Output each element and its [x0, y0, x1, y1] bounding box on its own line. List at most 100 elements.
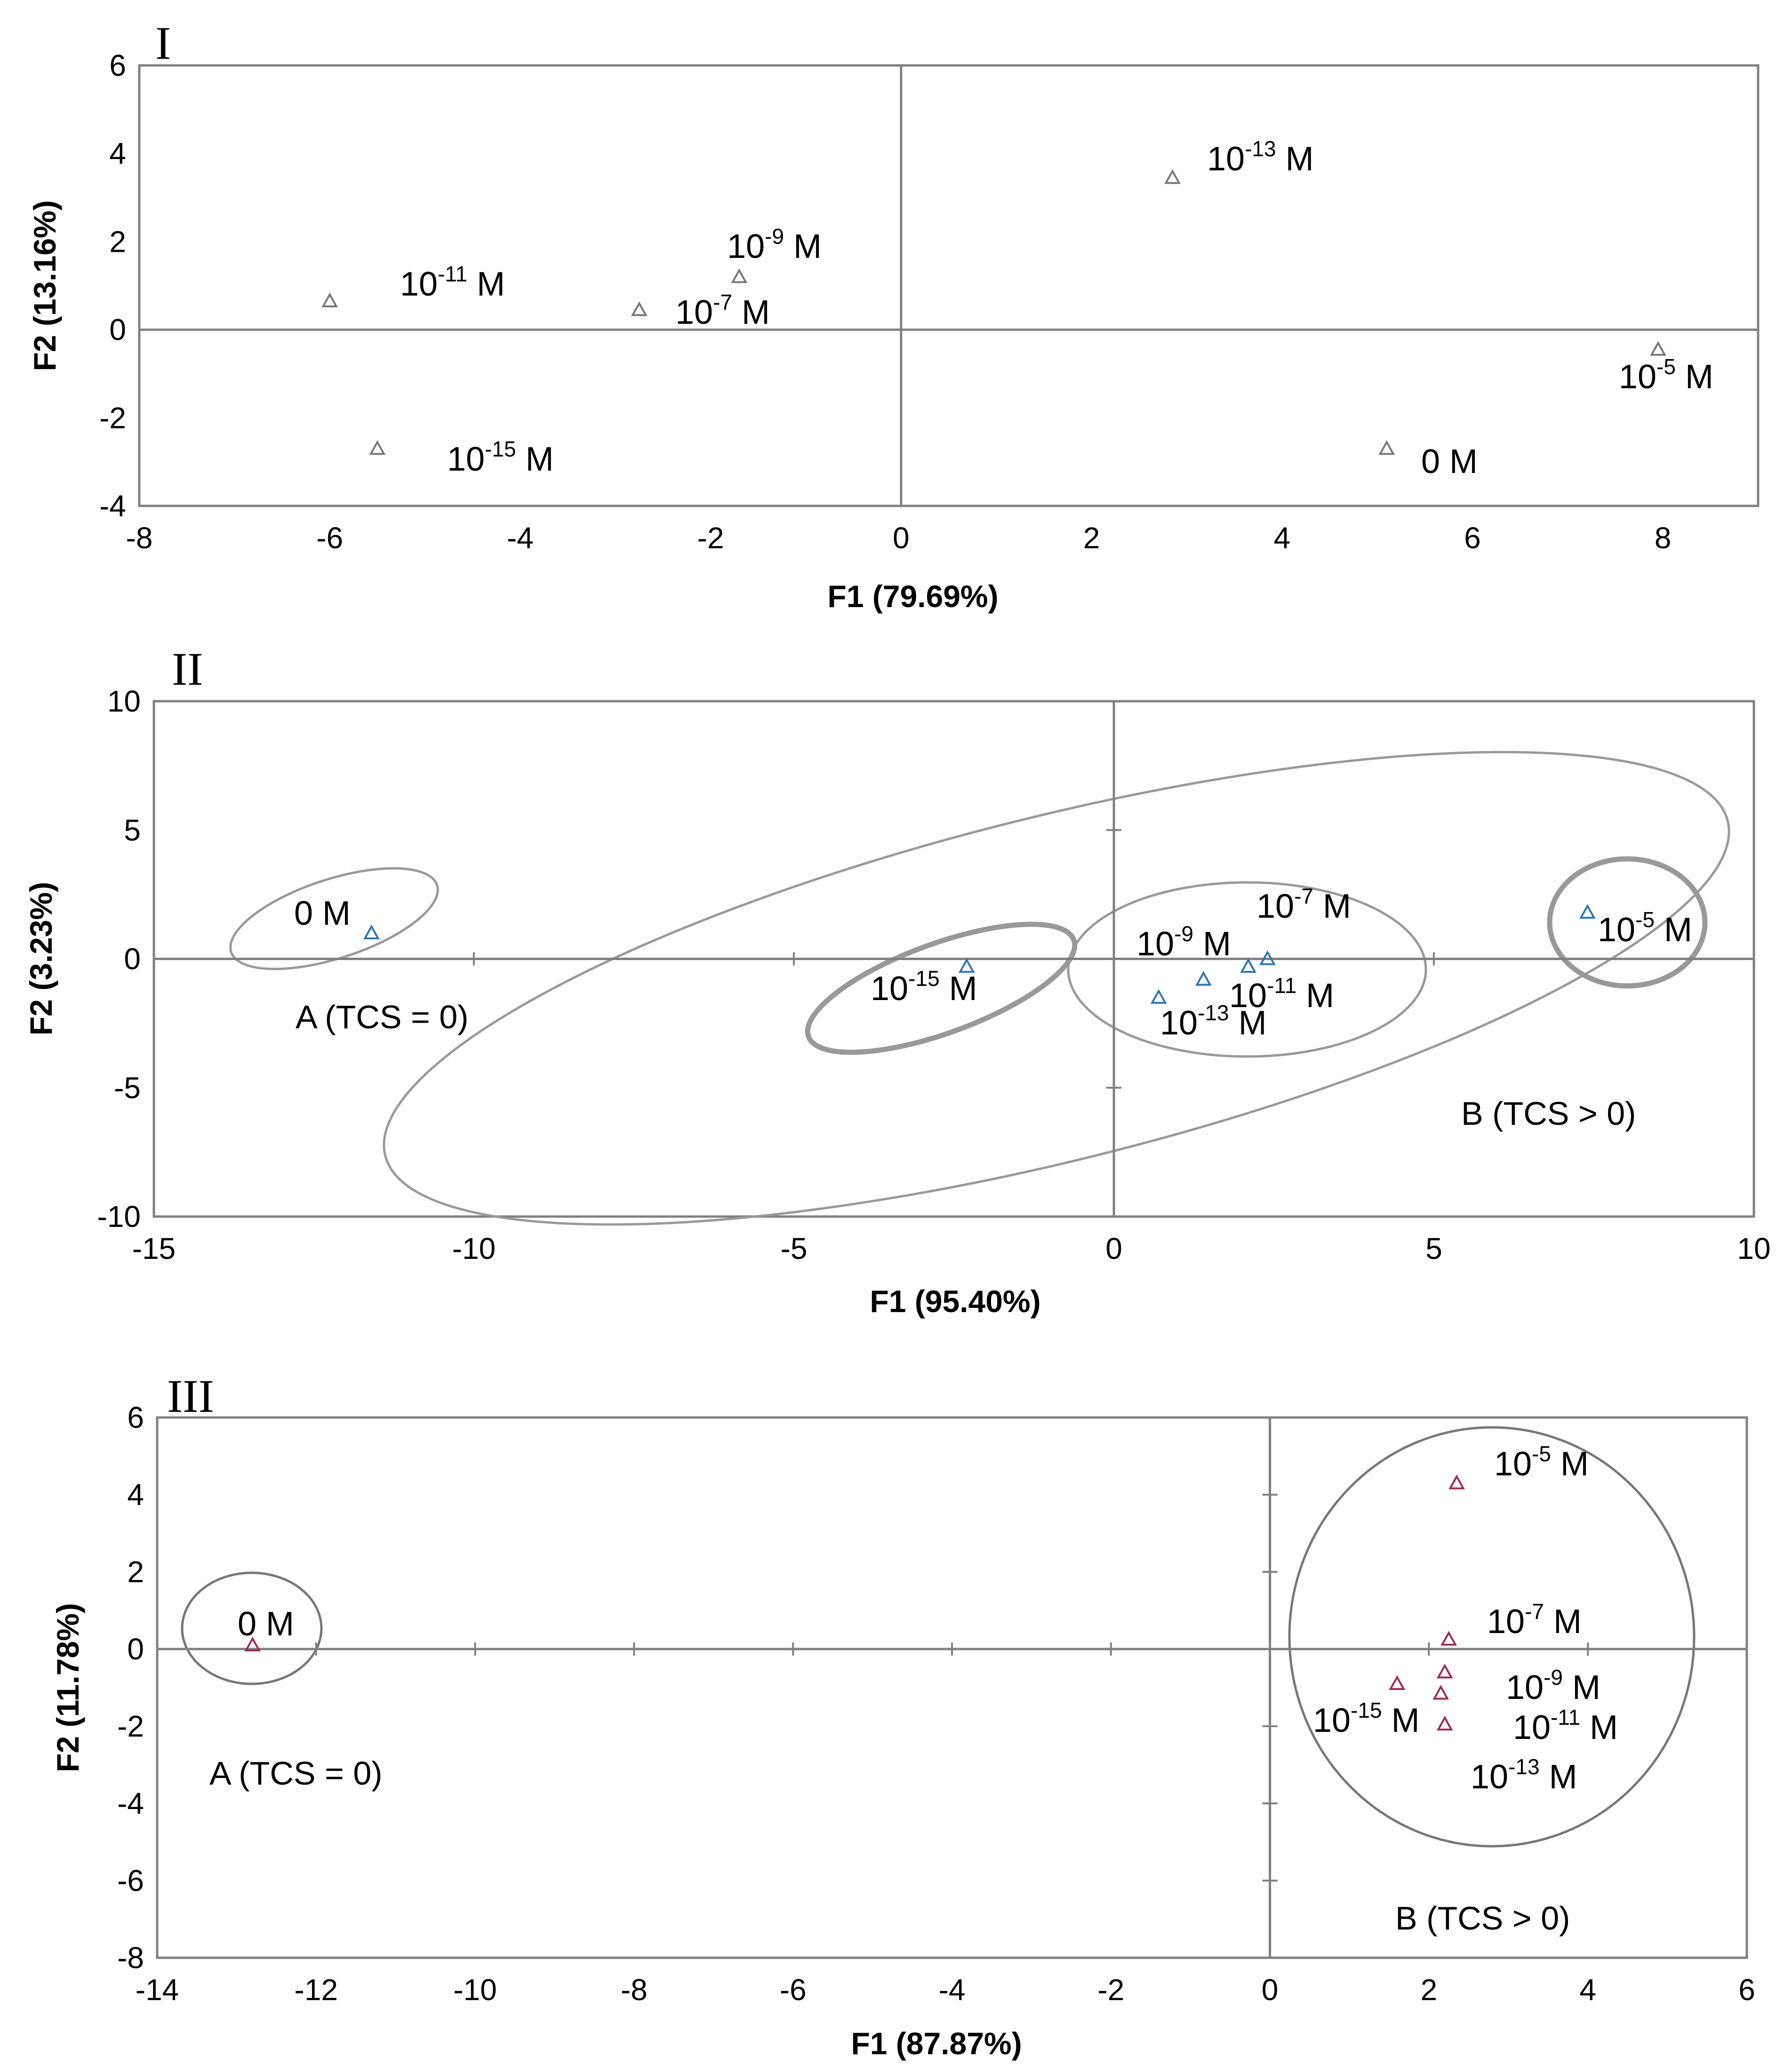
panel-ii-id: II	[172, 643, 203, 695]
panel-ii-cluster-ellipses	[229, 751, 1730, 1226]
x-tick-label: -14	[136, 1973, 179, 2007]
data-point-marker	[1240, 958, 1256, 973]
cluster-ellipse-mid-dose	[1067, 881, 1427, 1058]
y-tick-label: 0	[109, 313, 126, 347]
data-point-marker	[1436, 1664, 1453, 1679]
cluster-ellipse-a	[181, 1571, 323, 1685]
x-tick-label: 5	[1425, 1232, 1442, 1265]
point-label: 10-15 M	[1313, 1698, 1420, 1739]
y-tick-label: 4	[109, 136, 126, 170]
y-tick-label: 6	[109, 48, 126, 82]
panel-iii-id: III	[167, 1370, 214, 1422]
panel-i-x-axis-title: F1 (79.69%)	[827, 579, 998, 614]
panel-iii-ticks	[157, 1417, 1747, 1958]
point-label: 10-15 M	[447, 437, 554, 478]
point-label: 10-11 M	[1229, 973, 1334, 1015]
panel-ii-ticks	[154, 701, 1754, 1217]
cluster-ellipse-low-dose	[805, 921, 1078, 1055]
point-label: 0 M	[238, 1605, 294, 1643]
data-point-marker	[244, 1636, 261, 1651]
panel-iii-point-labels: 0 M 10-5 M 10-7 M 10-9 M 10-11 M 10-15 M…	[238, 1441, 1618, 1796]
y-tick-label: 4	[127, 1478, 144, 1512]
y-tick-label: -10	[97, 1200, 141, 1233]
x-tick-label: -10	[452, 1232, 496, 1265]
data-point-marker	[369, 440, 386, 455]
data-point-marker	[1432, 1685, 1449, 1700]
y-tick-label: 5	[124, 813, 141, 847]
y-tick-label: -5	[114, 1071, 141, 1105]
data-point-marker	[1448, 1474, 1465, 1489]
x-tick-label: -2	[697, 521, 724, 555]
y-tick-label: 10	[107, 684, 141, 718]
point-label: 0 M	[294, 895, 351, 932]
point-label: 10-5 M	[1598, 907, 1692, 949]
x-tick-label: 2	[1083, 521, 1100, 555]
x-tick-label: 6	[1738, 1973, 1755, 2007]
y-tick-label: 6	[127, 1401, 144, 1434]
panel-i-frame	[138, 64, 1760, 507]
panel-ii-x-axis-title: F1 (95.40%)	[870, 1284, 1040, 1319]
point-label: 10-13 M	[1207, 136, 1314, 178]
group-label-a: A (TCS = 0)	[296, 999, 469, 1035]
panel-iii-x-axis-title: F1 (87.87%)	[851, 2026, 1022, 2061]
x-tick-label: -2	[1097, 1973, 1124, 2007]
point-label: 10-9 M	[1506, 1665, 1600, 1706]
panel-iii-frame	[156, 1416, 1748, 1959]
point-label: 10-11 M	[1513, 1705, 1618, 1746]
x-tick-label: -5	[781, 1232, 808, 1265]
data-point-marker	[1164, 169, 1181, 184]
panel-i-id: I	[155, 17, 171, 69]
point-label: 10-15 M	[871, 966, 977, 1008]
point-label: 10-7 M	[675, 290, 770, 331]
x-tick-label: -15	[132, 1232, 176, 1265]
y-tick-label: 0	[124, 942, 141, 976]
data-point-marker	[363, 924, 380, 939]
x-tick-label: 0	[1105, 1232, 1122, 1265]
panel-iii: -14 -12 -10 -8 -6 -4 -2 0 2 4 6 -8 -6 -4 -2 0 2 4 6 III F1…	[50, 1370, 1755, 2061]
x-tick-label: 10	[1737, 1232, 1770, 1265]
panel-i-y-axis-title: F2 (13.16%)	[27, 200, 62, 371]
x-tick-label: -6	[780, 1973, 807, 2007]
group-label-b: B (TCS > 0)	[1395, 1900, 1570, 1937]
cluster-ellipse-a	[229, 867, 439, 970]
panel-i-ticks	[139, 65, 1758, 506]
panel-i-points	[321, 169, 1666, 455]
data-point-marker	[1259, 950, 1276, 965]
data-point-marker	[1579, 904, 1596, 919]
panel-i-point-labels: 10-11 M 10-15 M 10-7 M 10-9 M 10-13 M 0 …	[400, 136, 1713, 480]
group-label-a: A (TCS = 0)	[209, 1755, 383, 1792]
data-point-marker	[321, 292, 338, 307]
x-tick-label: 0	[1262, 1973, 1279, 2007]
panel-i: -8 -6 -4 -2 0 2 4 6 8 -4 -2 0 2 4 6 I F1 (79.69%) F2 (…	[27, 17, 1760, 614]
point-label: 0 M	[1421, 443, 1478, 480]
cluster-ellipse-high-dose	[1547, 856, 1708, 989]
panel-i-tick-labels: -8 -6 -4 -2 0 2 4 6 8 -4 -2 0 2 4 6	[99, 48, 1671, 555]
data-point-marker	[1440, 1631, 1457, 1646]
panel-iii-cluster-ellipses	[181, 1426, 1696, 1848]
data-point-marker	[1378, 440, 1395, 455]
x-tick-label: -8	[621, 1973, 648, 2007]
data-point-marker	[631, 301, 648, 316]
data-point-marker	[1650, 341, 1666, 356]
point-label: 10-9 M	[1136, 921, 1231, 963]
cluster-ellipse-b	[1288, 1426, 1696, 1848]
point-label: 10-7 M	[1487, 1599, 1582, 1641]
data-point-marker	[1389, 1675, 1406, 1690]
y-tick-label: -8	[117, 1941, 144, 1975]
y-tick-label: 0	[127, 1632, 144, 1666]
data-point-marker	[1436, 1715, 1453, 1731]
point-label: 10-13 M	[1471, 1754, 1577, 1796]
data-point-marker	[1150, 989, 1167, 1004]
panel-iii-points	[244, 1474, 1465, 1731]
x-tick-label: 6	[1464, 521, 1481, 555]
point-label: 10-13 M	[1160, 1001, 1267, 1042]
x-tick-label: -6	[316, 521, 343, 555]
point-label: 10-7 M	[1256, 884, 1351, 925]
x-tick-label: 4	[1579, 1973, 1596, 2007]
data-point-marker	[1195, 971, 1212, 986]
x-tick-label: -4	[507, 521, 534, 555]
cluster-ellipse-b	[383, 751, 1730, 1226]
